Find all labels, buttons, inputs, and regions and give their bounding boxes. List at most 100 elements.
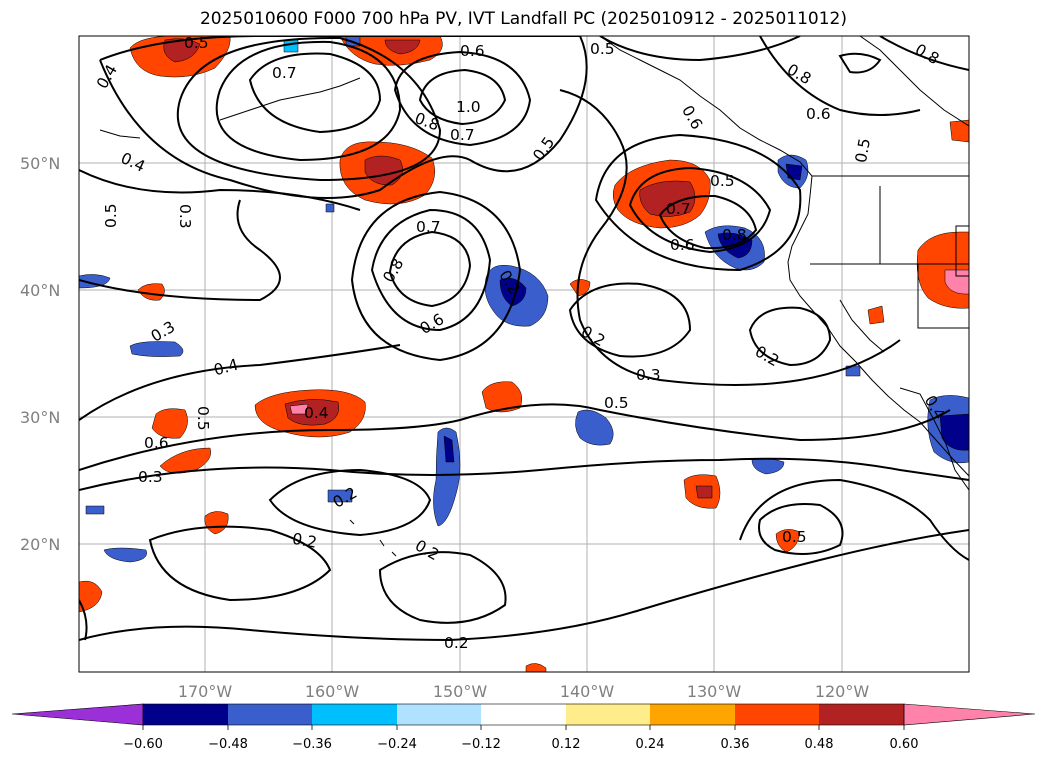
contour-line <box>838 52 882 74</box>
contour-label: 0.2 <box>444 634 469 652</box>
fill-region <box>327 489 353 503</box>
colorbar-bin <box>566 704 650 725</box>
contour-label: 0.5 <box>184 34 209 52</box>
contour-label: 0.7 <box>450 126 475 144</box>
lat-label: 30°N <box>20 408 60 427</box>
lon-label: 140°W <box>560 682 615 701</box>
contour-label: 0.3 <box>176 204 194 229</box>
contour-line <box>758 503 844 555</box>
fill-region <box>949 119 969 143</box>
fill-region <box>103 547 147 563</box>
lon-label: 160°W <box>305 682 360 701</box>
contour-line <box>658 194 758 250</box>
colorbar-tick-label: −0.48 <box>208 737 248 752</box>
colorbar-tick-label: −0.60 <box>123 737 163 752</box>
fill-region <box>775 529 801 553</box>
contour-line <box>79 403 951 471</box>
contour-label: 0.3 <box>636 366 661 384</box>
coastlines <box>99 36 969 557</box>
longitude-labels: 170°W 160°W 150°W 140°W 130°W 120°W <box>178 682 870 701</box>
positive-anomaly-fills <box>79 36 969 672</box>
fill-region <box>575 409 614 446</box>
contour-label: 0.5 <box>782 528 807 546</box>
colorbar-bin <box>397 704 481 725</box>
map-content: 0.5 0.4 0.7 0.6 0.5 1.0 0.8 0.7 0.5 0.8 … <box>79 34 969 672</box>
map-area <box>79 36 969 672</box>
contour-label: 0.6 <box>806 105 831 123</box>
fill-region <box>384 39 421 55</box>
lon-label: 150°W <box>433 682 488 701</box>
contour-line <box>350 190 522 362</box>
fill-region <box>85 505 105 515</box>
contour-line <box>393 50 532 147</box>
contour-line <box>79 599 88 641</box>
fill-region <box>163 38 201 63</box>
contour-line <box>79 529 969 642</box>
fill-region <box>867 305 885 325</box>
contour-label: 0.5 <box>852 137 874 164</box>
contour-label: 0.5 <box>194 406 212 431</box>
contour-label: 0.8 <box>722 226 747 244</box>
fill-region <box>129 341 184 357</box>
fill-region <box>289 403 309 415</box>
colorbar-tick-marks <box>142 725 905 730</box>
contour-label: 0.5 <box>604 394 629 412</box>
contour-line <box>559 89 901 386</box>
colorbar-tick-label: 0.60 <box>890 737 919 752</box>
lon-label: 130°W <box>687 682 742 701</box>
fill-region <box>569 279 591 297</box>
contour-line <box>739 478 969 561</box>
fill-region <box>325 203 335 213</box>
contour-line <box>594 133 802 272</box>
contour-line <box>79 169 361 211</box>
fill-region <box>443 435 455 463</box>
contour-line <box>748 306 832 367</box>
fill-region <box>79 580 103 613</box>
contour-label: 0.4 <box>212 356 240 380</box>
colorbar-bin <box>735 704 819 725</box>
contour-line <box>268 468 432 537</box>
contour-line <box>176 36 442 182</box>
contour-label: 0.6 <box>670 236 695 254</box>
map-frame <box>78 35 970 673</box>
colorbar-extend-low <box>11 703 144 726</box>
contour-line <box>568 282 692 358</box>
contour-label: 1.0 <box>456 98 481 116</box>
colorbar-tick-label: 0.36 <box>721 737 750 752</box>
contour-line <box>628 166 772 254</box>
colorbar-tick-label: −0.12 <box>461 737 501 752</box>
lon-label: 170°W <box>178 682 233 701</box>
contour-line <box>759 36 921 116</box>
fill-region <box>525 663 547 672</box>
contour-label: 0.5 <box>102 203 120 228</box>
pv-contours <box>79 36 969 642</box>
contour-label: 0.2 <box>291 530 318 552</box>
contour-label: 0.7 <box>272 64 297 82</box>
contour-line <box>79 344 401 421</box>
lat-label: 40°N <box>20 281 60 300</box>
colorbar-bin <box>819 704 904 725</box>
lon-label: 120°W <box>815 682 870 701</box>
contour-line <box>388 230 472 308</box>
fill-region <box>283 39 299 53</box>
contour-label: 0.5 <box>710 172 735 190</box>
colorbar-bin <box>650 704 735 725</box>
contour-line <box>215 40 402 162</box>
contour-label: 0.6 <box>460 42 485 60</box>
figure-title: 2025010600 F000 700 hPa PV, IVT Landfall… <box>199 9 847 29</box>
colorbar-tick-label: 0.48 <box>805 737 834 752</box>
contour-label: 0.5 <box>590 40 615 58</box>
fill-region <box>695 485 713 499</box>
contour-line <box>599 36 801 62</box>
contour-label: 0.7 <box>666 200 691 218</box>
contour-line <box>879 36 969 71</box>
colorbar-bin <box>312 704 397 725</box>
colorbar-extend-high <box>903 703 1036 726</box>
fill-region <box>151 408 188 439</box>
lat-label: 20°N <box>20 535 60 554</box>
colorbar-frame <box>142 703 905 726</box>
contour-label: 0.4 <box>304 404 329 422</box>
fill-region <box>481 381 522 413</box>
colorbar-tick-label: −0.24 <box>377 737 417 752</box>
